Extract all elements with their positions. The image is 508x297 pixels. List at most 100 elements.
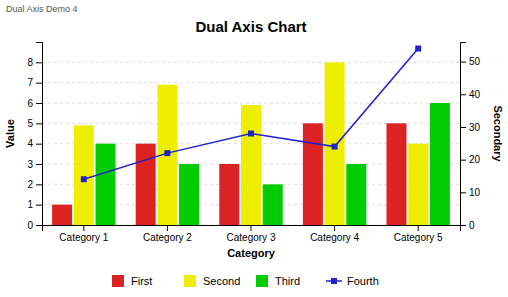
tick-label: Category 1 (59, 232, 108, 243)
grid (42, 62, 460, 225)
tick: 5 (27, 118, 42, 129)
marker (164, 150, 170, 156)
axis-line (36, 43, 43, 226)
tick-label: 6 (27, 98, 33, 109)
axis-line (43, 226, 461, 232)
bar (136, 144, 156, 225)
tick: 3 (27, 159, 42, 170)
tick-mark (36, 205, 42, 206)
tick-label: 50 (469, 56, 481, 67)
tick-label: 7 (27, 77, 33, 88)
tick-mark (460, 127, 466, 128)
tick-mark (36, 62, 42, 63)
bar (303, 123, 323, 225)
axis-title: Value (4, 119, 16, 148)
bar (179, 164, 199, 225)
tick: 7 (27, 77, 42, 88)
axis: 0 1 2 3 4 5 6 7 8 (27, 43, 42, 231)
tick: Category 1 (59, 225, 108, 243)
legend-item: Fourth (326, 275, 379, 287)
tick-label: 0 (27, 220, 33, 231)
marker (415, 46, 421, 52)
legend-label: First (131, 275, 152, 287)
tick: 8 (27, 57, 42, 68)
legend: First Second Third Fourth (112, 275, 379, 287)
marker (332, 144, 338, 150)
bar (74, 125, 94, 225)
bar (96, 144, 116, 225)
tick-label: 2 (27, 179, 33, 190)
tick-label: 20 (469, 154, 481, 165)
tick: 1 (27, 199, 42, 210)
tick: 6 (27, 98, 42, 109)
bar (263, 184, 283, 225)
legend-label: Fourth (347, 275, 379, 287)
tick-mark (36, 225, 42, 226)
tick-mark (334, 225, 335, 231)
marks (52, 46, 450, 225)
tick-label: Category 5 (394, 232, 443, 243)
tick-mark (460, 94, 466, 95)
tick: 0 (27, 220, 42, 231)
tick: 20 (460, 154, 481, 165)
tick: Category 3 (227, 225, 276, 243)
tick: Category 2 (143, 225, 192, 243)
chart: Dual Axis Demo 4 Dual Axis Chart Category … (0, 0, 508, 297)
legend-item: Third (256, 275, 300, 287)
bar (430, 103, 450, 225)
tick-mark (251, 225, 252, 231)
tick-label: 0 (469, 220, 475, 231)
legend-label: Second (203, 275, 240, 287)
grid-line (42, 103, 460, 104)
bar (241, 105, 261, 225)
tick-mark (460, 225, 466, 226)
tick-mark (418, 225, 419, 231)
grid-line (42, 82, 460, 83)
bar (219, 164, 239, 225)
title: Dual Axis Chart (195, 18, 306, 35)
tick: 4 (27, 138, 42, 149)
marker (248, 131, 254, 137)
plot: Category 1 Category 2 Category 3 Category 4… (4, 43, 504, 260)
axis-title: Secondary (492, 105, 504, 162)
tick-label: 30 (469, 122, 481, 133)
axis: Category 1Category 2Category 3Category 4… (43, 225, 461, 243)
legend-swatch (184, 275, 196, 287)
tick-label: 3 (27, 159, 33, 170)
tick: Category 5 (394, 225, 443, 243)
tick-label: Category 3 (227, 232, 276, 243)
axis-line (461, 43, 467, 226)
tick: 0 (460, 220, 475, 231)
tick-label: 40 (469, 89, 481, 100)
tick-mark (36, 83, 42, 84)
legend-swatch (331, 278, 337, 284)
tick: 10 (460, 187, 481, 198)
tick-label: 1 (27, 199, 33, 210)
tick-label: 8 (27, 57, 33, 68)
tick-mark (83, 225, 84, 231)
bar (325, 62, 345, 225)
tick: 30 (460, 122, 481, 133)
grid-line (42, 62, 460, 63)
legend-item: First (112, 275, 152, 287)
bar-series (96, 103, 450, 225)
tick-mark (36, 123, 42, 124)
legend-label: Third (275, 275, 300, 287)
legend-swatch (112, 275, 124, 287)
legend-item: Second (184, 275, 240, 287)
bar (346, 164, 366, 225)
annotation: Dual Axis Demo 4 (6, 4, 78, 14)
tick-label: 10 (469, 187, 481, 198)
tick-mark (167, 225, 168, 231)
line (84, 49, 418, 180)
bar (52, 205, 72, 225)
tick: 2 (27, 179, 42, 190)
tick-label: 5 (27, 118, 33, 129)
axis-title: Category (227, 247, 276, 259)
bar (386, 123, 406, 225)
tick-mark (36, 164, 42, 165)
bar-series (74, 62, 428, 225)
tick-label: 4 (27, 138, 33, 149)
legend-swatch (256, 275, 268, 287)
tick: 50 (460, 56, 481, 67)
